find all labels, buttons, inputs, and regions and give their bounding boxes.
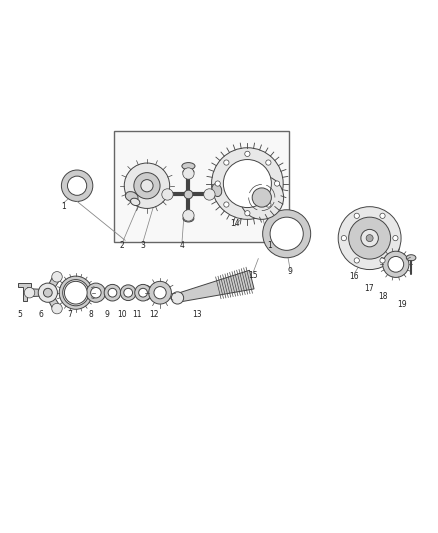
Circle shape [162,189,173,200]
Text: 12: 12 [149,310,158,319]
Circle shape [266,160,271,165]
Circle shape [139,288,148,297]
Circle shape [59,276,92,309]
Circle shape [383,251,409,277]
Circle shape [275,181,280,186]
Circle shape [361,229,378,247]
Circle shape [366,235,373,241]
Circle shape [245,211,250,216]
Circle shape [270,217,303,251]
Circle shape [91,287,101,298]
Text: 7: 7 [67,310,72,319]
Text: 18: 18 [378,292,388,301]
Text: 3: 3 [140,241,145,251]
Text: 17: 17 [364,284,374,293]
Circle shape [224,160,229,165]
Circle shape [349,217,391,259]
Circle shape [215,181,220,186]
Circle shape [154,287,166,299]
Bar [114,131,289,243]
Polygon shape [177,270,254,302]
Text: 9: 9 [288,267,293,276]
Circle shape [104,285,121,301]
Text: 16: 16 [350,272,359,280]
Circle shape [212,148,283,220]
Circle shape [184,190,193,199]
Circle shape [341,236,346,241]
Text: 9: 9 [104,310,109,319]
Text: 19: 19 [398,301,407,310]
Circle shape [141,180,153,192]
Ellipse shape [184,211,193,216]
Text: 10: 10 [117,310,127,319]
Text: 13: 13 [192,310,202,319]
Circle shape [67,176,87,195]
Circle shape [380,213,385,219]
Text: 6: 6 [39,310,43,319]
Polygon shape [29,289,48,297]
Circle shape [245,151,250,157]
Circle shape [65,282,86,303]
Circle shape [338,207,401,270]
Circle shape [120,285,136,301]
Circle shape [124,288,133,297]
Ellipse shape [183,215,194,222]
Text: 4: 4 [180,241,184,251]
Ellipse shape [406,255,416,261]
Circle shape [43,288,52,297]
Text: 5: 5 [18,310,22,319]
Text: 1: 1 [267,241,272,251]
Circle shape [354,258,359,263]
Circle shape [252,188,272,207]
Circle shape [171,292,184,304]
Circle shape [393,236,398,241]
Circle shape [124,163,170,208]
Text: 14: 14 [230,219,240,228]
Ellipse shape [182,163,195,169]
Polygon shape [45,291,60,311]
Text: 8: 8 [88,310,93,319]
Ellipse shape [125,191,138,201]
Circle shape [63,280,89,306]
Circle shape [204,189,215,200]
Circle shape [224,202,229,207]
Circle shape [266,202,271,207]
Ellipse shape [183,169,194,175]
Circle shape [134,173,160,199]
Circle shape [24,287,35,298]
Text: 2: 2 [120,241,124,251]
Polygon shape [18,283,31,301]
Circle shape [135,285,151,301]
Text: 15: 15 [248,271,258,280]
Ellipse shape [212,184,222,197]
Circle shape [64,281,87,304]
Polygon shape [45,275,60,294]
Text: 11: 11 [133,310,142,319]
Circle shape [183,210,194,221]
Circle shape [52,272,62,282]
Circle shape [223,159,272,207]
Ellipse shape [131,198,140,206]
Circle shape [240,176,284,220]
Circle shape [388,256,404,272]
Circle shape [183,168,194,179]
Circle shape [149,281,171,304]
Circle shape [86,283,106,302]
Circle shape [354,213,359,219]
Circle shape [263,210,311,258]
Circle shape [380,258,385,263]
Circle shape [108,288,117,297]
Circle shape [61,170,93,201]
Circle shape [52,303,62,314]
Text: 1: 1 [61,202,66,211]
Circle shape [38,283,57,302]
